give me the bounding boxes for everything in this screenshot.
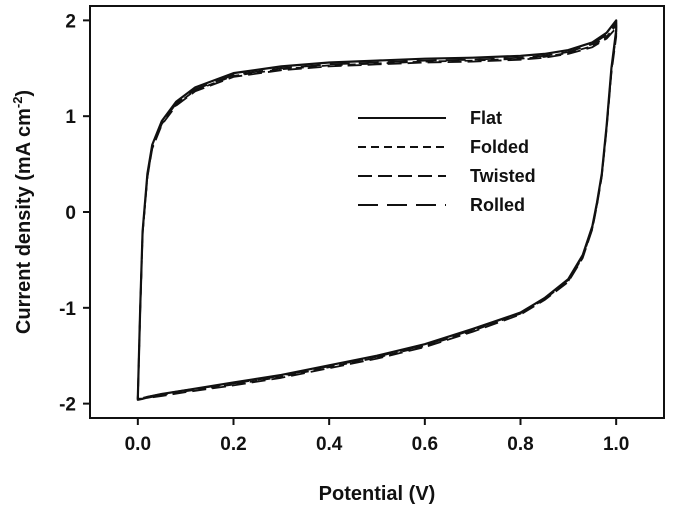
legend-label-twisted: Twisted <box>470 166 536 186</box>
x-tick-label: 0.6 <box>412 434 438 455</box>
y-tick-label: 2 <box>65 11 76 32</box>
legend-label-flat: Flat <box>470 108 502 128</box>
x-tick-label: 0.8 <box>507 434 533 455</box>
x-axis-ticks: 0.0 0.2 0.4 0.6 0.8 1.0 <box>125 418 629 455</box>
legend-label-rolled: Rolled <box>470 195 525 215</box>
x-tick-label: 0.2 <box>220 434 246 455</box>
series-line-twisted <box>136 27 618 400</box>
y-axis-title-tail: ) <box>13 90 35 97</box>
x-tick-label: 0.0 <box>125 434 151 455</box>
y-axis-ticks: -2 -1 0 1 2 <box>59 11 90 416</box>
legend: Flat Folded Twisted Rolled <box>358 108 536 215</box>
x-tick-label: 1.0 <box>603 434 629 455</box>
y-axis-title-main: Current density (mA cm <box>13 108 35 334</box>
y-tick-label: -2 <box>59 395 76 416</box>
series-line-rolled <box>136 22 618 400</box>
y-axis-title-sup: -2 <box>10 97 25 109</box>
legend-label-folded: Folded <box>470 137 529 157</box>
y-tick-label: 0 <box>65 203 76 224</box>
x-tick-label: 0.4 <box>316 434 343 455</box>
y-tick-label: 1 <box>65 107 76 128</box>
series-line-flat <box>136 19 618 401</box>
x-axis-title: Potential (V) <box>319 483 436 505</box>
y-tick-label: -1 <box>59 299 76 320</box>
series-group <box>136 19 618 401</box>
y-axis-title: Current density (mA cm-2) <box>10 90 35 334</box>
